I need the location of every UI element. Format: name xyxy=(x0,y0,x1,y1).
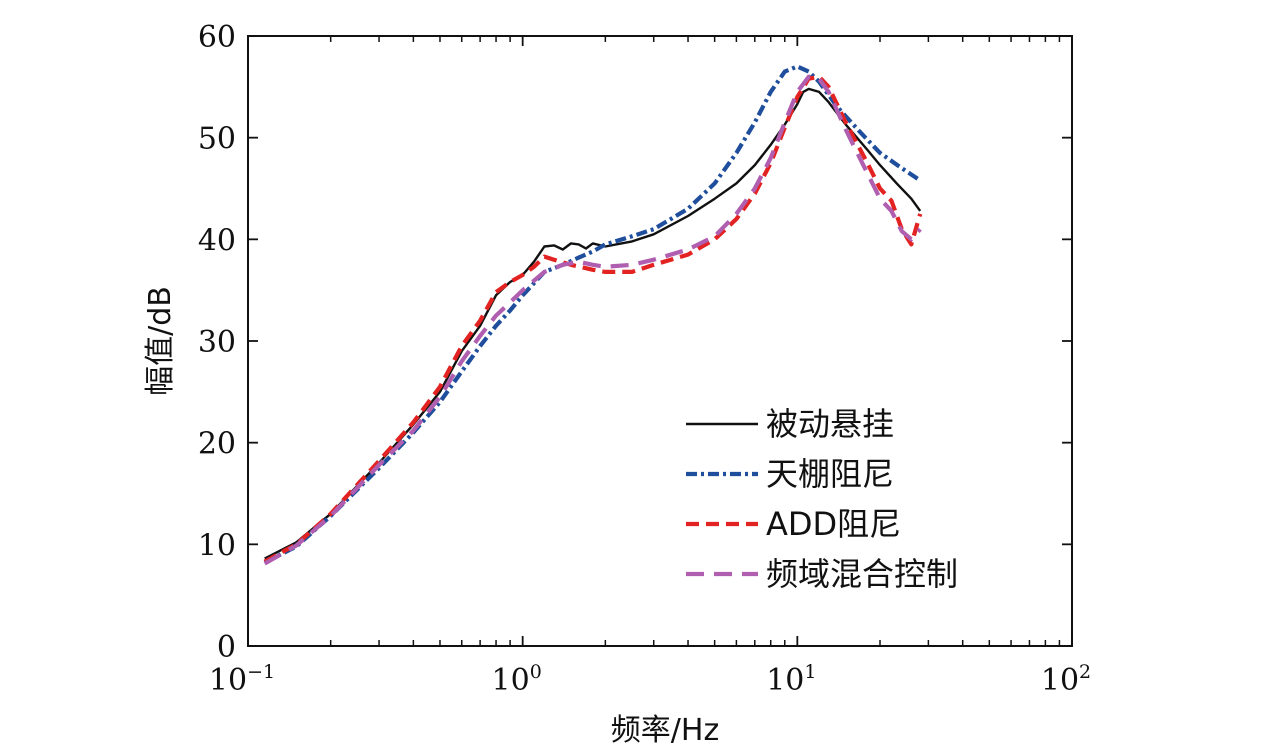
y-tick-label: 0 xyxy=(217,630,236,665)
legend-label-4: 频域混合控制 xyxy=(766,555,958,593)
series-layer xyxy=(263,64,923,566)
legend-label-2: 天棚阻尼 xyxy=(766,455,894,493)
series-line-4 xyxy=(263,74,922,566)
x-tick-label: 101 xyxy=(766,661,816,698)
y-tick-label: 60 xyxy=(198,20,236,55)
y-tick-label: 50 xyxy=(198,122,236,157)
y-tick-label: 10 xyxy=(198,528,236,563)
y-axis-ticks: 0 10 20 30 40 50 60 xyxy=(198,20,1072,665)
series-line-3 xyxy=(263,74,923,564)
x-axis-ticks: 10−1 100 101 102 xyxy=(209,36,1091,698)
legend-label-3: ADD阻尼 xyxy=(766,505,901,543)
x-tick-label: 102 xyxy=(1041,661,1091,698)
y-axis-title: 幅值/dB xyxy=(143,286,178,396)
legend-label-1: 被动悬挂 xyxy=(766,405,894,443)
x-axis-title: 频率/Hz xyxy=(611,713,719,748)
x-tick-label: 100 xyxy=(492,661,542,698)
y-tick-label: 40 xyxy=(198,223,236,258)
y-tick-label: 30 xyxy=(198,325,236,360)
x-tick-label: 10−1 xyxy=(209,661,275,698)
series-line-2 xyxy=(263,64,922,565)
y-tick-label: 20 xyxy=(198,427,236,462)
x-minor-ticks xyxy=(329,36,1061,646)
